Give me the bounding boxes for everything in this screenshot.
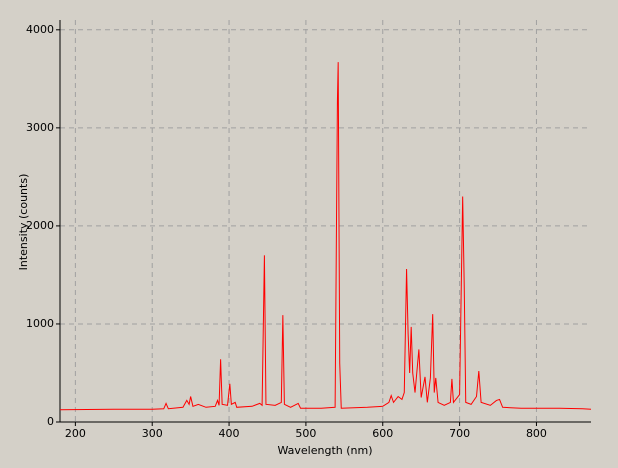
y-tick-label: 3000	[26, 121, 54, 134]
x-tick-label: 300	[142, 427, 163, 440]
x-tick-label: 800	[526, 427, 547, 440]
y-axis-label: Intensity (counts)	[17, 174, 30, 271]
y-tick-label: 4000	[26, 23, 54, 36]
y-tick-label: 1000	[26, 317, 54, 330]
x-tick-label: 600	[372, 427, 393, 440]
x-tick-label: 500	[295, 427, 316, 440]
x-axis-label: Wavelength (nm)	[277, 444, 372, 457]
y-tick-label: 0	[47, 415, 54, 428]
x-tick-label: 700	[449, 427, 470, 440]
y-tick-label: 2000	[26, 219, 54, 232]
x-tick-label: 200	[65, 427, 86, 440]
spectrum-line	[59, 62, 592, 411]
x-tick-label: 400	[219, 427, 240, 440]
